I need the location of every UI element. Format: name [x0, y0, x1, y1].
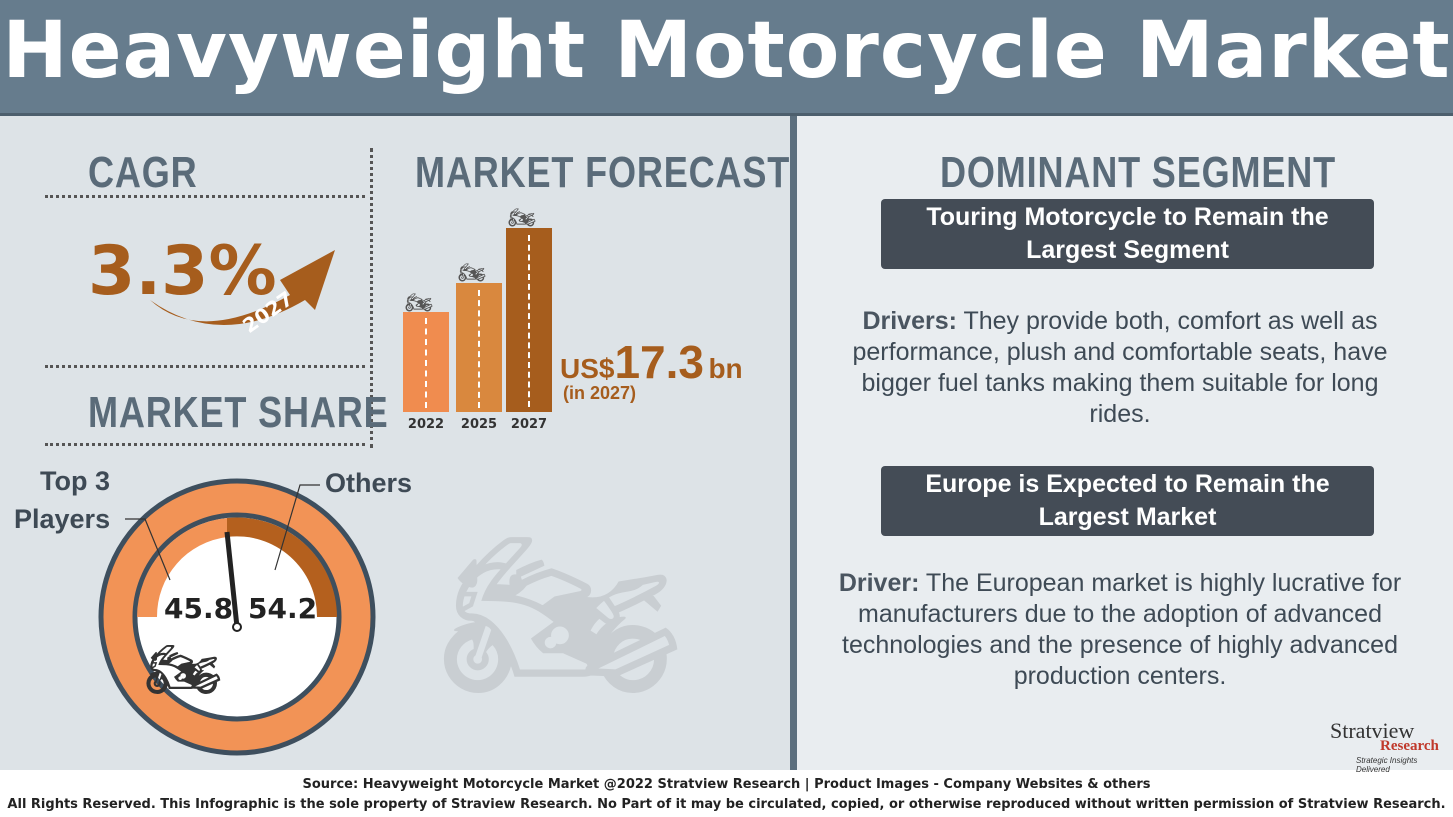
growth-arrow-icon: [150, 250, 335, 325]
bar-dash: [528, 235, 530, 407]
divider-dotted: [45, 195, 365, 198]
value-prefix: US$: [560, 353, 615, 384]
share-others-value: 54.2: [248, 592, 318, 625]
gauge-needle: [224, 531, 240, 628]
value-unit: bn: [708, 353, 743, 384]
divider-dotted: [45, 443, 365, 446]
segment-drivers: Drivers: They provide both, comfort as w…: [830, 306, 1410, 430]
motorcycle-icon: 🏍: [508, 205, 536, 230]
motorcycle-icon: 🏍: [458, 260, 486, 285]
footer-rights: All Rights Reserved. This Infographic is…: [7, 797, 1446, 812]
market-drivers: Driver: The European market is highly lu…: [820, 568, 1420, 692]
top3-label-1: Top 3: [40, 466, 110, 496]
footer: Source: Heavyweight Motorcycle Market @2…: [0, 770, 1453, 817]
segment-box: Touring Motorcycle to Remain the Largest…: [881, 199, 1374, 269]
drivers-label: Drivers:: [862, 307, 957, 335]
bar-label: 2027: [510, 417, 548, 432]
forecast-value: US$17.3 bn: [560, 335, 743, 389]
bar-label: 2025: [460, 417, 498, 432]
others-label: Others: [325, 468, 413, 498]
panel-divider: [790, 116, 797, 770]
forecast-heading: MARKET FORECAST: [415, 148, 791, 197]
forecast-note: (in 2027): [563, 383, 637, 403]
market-share-heading: MARKET SHARE: [88, 388, 389, 437]
page-title: Heavyweight Motorcycle Market: [2, 6, 1451, 96]
motorcycle-icon: 🏍: [145, 636, 222, 703]
header-banner: [0, 0, 1453, 116]
bar-dash: [425, 318, 427, 408]
motorcycle-watermark-icon: 🏍: [440, 509, 682, 721]
market-box: Europe is Expected to Remain the Largest…: [881, 466, 1374, 536]
logo-name: Stratview: [1330, 718, 1415, 743]
logo-tagline: Strategic Insights Delivered: [1356, 756, 1418, 774]
divider-dotted: [45, 365, 365, 368]
share-top3-value: 45.8: [164, 592, 234, 625]
cagr-heading: CAGR: [88, 148, 198, 197]
value-number: 17.3: [614, 336, 704, 388]
bar-label: 2022: [407, 417, 445, 432]
drivers-text: They provide both, comfort as well as pe…: [852, 307, 1388, 428]
cagr-value: 3.3%: [88, 232, 277, 311]
motorcycle-icon: 🏍: [405, 290, 433, 315]
driver-label: Driver:: [838, 569, 920, 597]
footer-source: Source: Heavyweight Motorcycle Market @2…: [302, 777, 1151, 792]
driver-text: The European market is highly lucrative …: [842, 569, 1402, 690]
dominant-heading: DOMINANT SEGMENT: [940, 148, 1336, 197]
market-share-gauge: [98, 478, 376, 756]
bar-dash: [478, 290, 480, 408]
gauge-segment-others: [227, 517, 337, 617]
gauge-segment-top3: [137, 518, 227, 617]
logo-sub: Research: [1380, 738, 1439, 754]
top3-label-2: Players: [14, 504, 111, 534]
divider-dotted-vertical: [370, 148, 373, 448]
